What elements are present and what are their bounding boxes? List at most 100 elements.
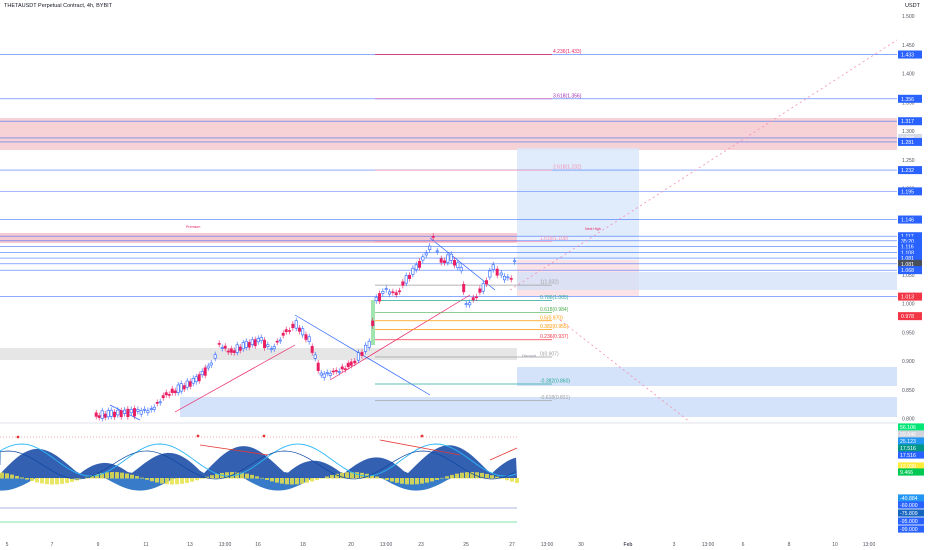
- candle-body: [495, 268, 499, 276]
- oscillator-histogram-bar: [345, 472, 349, 479]
- candle-body: [462, 283, 466, 293]
- oscillator-histogram-bar: [100, 473, 104, 479]
- candle-body: [213, 354, 217, 359]
- oscillator-histogram-bar: [300, 478, 304, 484]
- time-axis[interactable]: 5 7 9 11 13 13:00 16 18 20 13:00 23 25 27 13:00 30 Feb 3…: [6, 542, 876, 548]
- oscillator-histogram-bar: [505, 478, 509, 481]
- candle-body: [136, 409, 140, 412]
- candle-body: [179, 383, 183, 392]
- candle-body: [378, 293, 382, 302]
- premium-label: Premium: [186, 225, 200, 229]
- time-tick-label: 30: [578, 542, 584, 548]
- oscillator-histogram-bar: [325, 476, 329, 479]
- oscillator-histogram-bar: [400, 478, 404, 484]
- candle-body: [203, 367, 207, 376]
- oscillator-histogram-bar: [405, 478, 409, 485]
- oscillator-tag-bg: [898, 517, 924, 525]
- fib-level-label: -0.382(0.860): [540, 379, 570, 385]
- candle-body: [149, 408, 153, 410]
- price-tag-label: 1.013: [901, 295, 914, 301]
- oscillator-histogram-bar: [350, 472, 354, 479]
- candle-body: [456, 262, 460, 268]
- price-tag-label: 0.978: [901, 314, 914, 320]
- time-tick-label: 9: [97, 542, 100, 548]
- candle-body: [435, 250, 439, 253]
- time-tick-label: 27: [509, 542, 515, 548]
- oscillator-histogram-bar: [370, 475, 374, 479]
- oscillator-histogram-bar: [355, 472, 359, 479]
- candle-body: [488, 270, 492, 278]
- oscillator-signal-dot: [262, 434, 266, 438]
- oscillator-histogram-bar: [25, 478, 29, 480]
- oscillator-tag-label: 12.030: [900, 464, 916, 470]
- oscillator-histogram-bar: [125, 473, 129, 479]
- candle-body: [346, 362, 350, 368]
- candle-body: [281, 332, 285, 336]
- candle-body: [278, 339, 282, 342]
- oscillator-histogram-bar: [0, 472, 4, 479]
- oscillator-histogram-bar: [450, 474, 454, 479]
- oscillator-histogram-bar: [415, 478, 419, 485]
- time-tick-label: 16: [255, 542, 261, 548]
- supply-zone-top: [0, 118, 897, 150]
- candle-body: [109, 409, 113, 417]
- candle-body: [316, 362, 320, 371]
- zones-layer: [0, 118, 897, 417]
- candle-body: [217, 343, 221, 345]
- candle-body: [319, 372, 323, 376]
- candle-body: [421, 256, 425, 261]
- candle-body: [491, 264, 495, 270]
- candle-body: [152, 406, 156, 410]
- candle-body: [424, 252, 428, 256]
- candle-body: [161, 395, 165, 399]
- candle-body: [381, 291, 385, 294]
- oscillator-histogram-bar: [110, 472, 114, 479]
- oscillator-pane: [0, 422, 897, 523]
- oscillator-histogram-bar: [285, 478, 289, 485]
- candle-body: [176, 384, 180, 393]
- oscillator-histogram-bar: [180, 478, 184, 484]
- price-tag-bg: [898, 117, 922, 126]
- candle-body: [331, 370, 335, 373]
- projection-box: [517, 148, 639, 236]
- oscillator-histogram-bar: [470, 472, 474, 479]
- price-tag-bg: [898, 259, 922, 268]
- candle-body: [360, 351, 364, 356]
- fib-level-label: 0.618(0.984): [540, 307, 569, 313]
- price-tag-label: 1.195: [901, 189, 914, 195]
- oscillator-divergence-line: [489, 447, 518, 461]
- oscillator-histogram-bar: [40, 478, 44, 484]
- oscillator-tag-label: 29.646: [900, 432, 916, 438]
- candle-body: [170, 388, 174, 393]
- candle-body: [356, 352, 360, 361]
- oscillator-histogram-bar: [430, 478, 434, 482]
- next-high-label: Next High: [585, 227, 601, 231]
- oscillator-signal-dot: [420, 434, 424, 438]
- candle-body: [334, 370, 338, 372]
- oscillator-tag-label: 9.466: [900, 470, 913, 476]
- candle-body: [503, 275, 507, 281]
- price-tag-bg: [898, 242, 922, 251]
- price-tag-label: 1.108: [901, 250, 914, 256]
- time-tick-label: 13:00: [380, 542, 393, 548]
- chart-annotations: Premium Discount Next High: [186, 225, 601, 358]
- candle-body: [129, 409, 133, 414]
- candle-body: [313, 354, 317, 359]
- price-tag-label: 1.146: [901, 218, 914, 224]
- oscillator-histogram-bar: [510, 478, 514, 482]
- time-tick-label: 20: [348, 542, 354, 548]
- oscillator-histogram-bar: [310, 478, 314, 482]
- candle-body: [411, 267, 415, 275]
- candle-body: [404, 275, 408, 284]
- price-tag-bg: [898, 137, 922, 146]
- oscillator-histogram-bar: [130, 474, 134, 479]
- candle-body: [146, 410, 150, 414]
- candle-body: [284, 329, 288, 333]
- candle-body: [478, 288, 482, 293]
- candle-body: [384, 288, 388, 290]
- oscillator-histogram-bar: [280, 478, 284, 484]
- oscillator-histogram-bar: [295, 478, 299, 485]
- oscillator-histogram-bar: [340, 472, 344, 479]
- oscillator-histogram-bar: [475, 472, 479, 479]
